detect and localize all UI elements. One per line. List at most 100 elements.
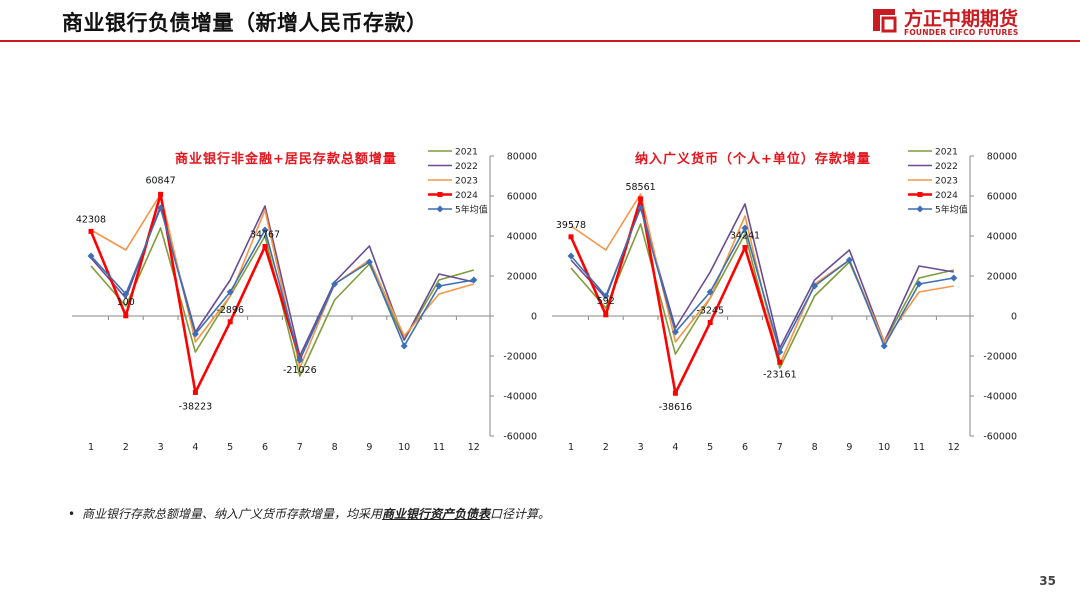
chart0-legend-marker (436, 205, 444, 213)
chart1-legend-label: 2022 (935, 162, 958, 172)
chart1-series-2024-point (777, 359, 783, 365)
chart1-x-tick-label: 6 (742, 442, 748, 453)
chart1-legend-marker (916, 205, 924, 213)
chart1-x-tick-label: 9 (846, 442, 852, 453)
chart0-x-tick-label: 12 (468, 442, 480, 453)
chart-right-svg: 80000 60000 40000 20000 0 -20000 -40000 -60000 1… (552, 148, 1017, 453)
chart0-series-2024-point (262, 243, 268, 249)
chart0-series-avg-point (191, 330, 199, 338)
chart0-series-avg-point (261, 226, 269, 234)
logo-mark-icon (873, 9, 897, 33)
chart0-y-tick-label: -40000 (503, 392, 537, 403)
chart1-legend-label: 2024 (935, 191, 958, 201)
chart1-x-tick-label: 12 (948, 442, 960, 453)
chart1-x-tick-label: 7 (777, 442, 783, 453)
chart0-series-2023-line (90, 193, 475, 369)
chart-left-title: 商业银行非金融+居民存款总额增量 (175, 152, 397, 167)
logo-text-en: FOUNDER CIFCO FUTURES (904, 28, 1019, 37)
chart1-y-tick-label: -60000 (983, 432, 1017, 443)
chart1-series-2024-point (672, 390, 678, 396)
chart0-series-2022-line (90, 205, 474, 357)
chart1-legend-label: 5年均值 (935, 204, 968, 216)
chart0-series-avg-point (226, 288, 234, 296)
chart1-series-avg-point (845, 256, 853, 264)
chart0-data-label: -38223 (179, 401, 213, 412)
chart0-y-tick-label: 20000 (507, 272, 537, 283)
chart1-y-tick-label: 60000 (987, 192, 1017, 203)
chart0-series-avg-point (331, 280, 339, 288)
chart0-x-tick-label: 5 (227, 442, 233, 453)
chart1-legend-marker (917, 192, 923, 197)
chart0-legend-marker (437, 192, 443, 197)
chart0-y-tick-label: -20000 (503, 352, 537, 363)
chart0-series-avg-point (470, 276, 478, 284)
bullet-icon: • (68, 507, 76, 521)
chart1-legend-label: 2021 (935, 148, 958, 158)
chart1-x-tick-label: 2 (603, 442, 609, 453)
chart1-y-tick-label: 40000 (987, 232, 1017, 243)
chart0-y-tick-label: 0 (531, 312, 537, 323)
chart0-data-label: 34767 (250, 229, 280, 240)
chart0-series-2024-point (158, 191, 164, 197)
chart1-series-avg-point (915, 280, 923, 288)
chart1-x-tick-label: 10 (878, 442, 890, 453)
chart1-series-avg-line (570, 207, 954, 353)
chart0-x-tick-label: 6 (262, 442, 268, 453)
chart0-x-tick-label: 2 (123, 442, 129, 453)
chart0-legend-label: 5年均值 (455, 204, 488, 216)
chart0-y-tick-label: -60000 (503, 432, 537, 443)
chart1-legend-label: 2023 (935, 177, 958, 187)
page-number: 35 (1039, 574, 1056, 588)
chart1-series-2024-point (742, 245, 748, 251)
chart1-series-avg-point (706, 288, 714, 296)
chart0-y-tick-label: 80000 (507, 152, 537, 163)
chart1-series-avg-point (811, 282, 819, 290)
chart0-x-tick-label: 9 (366, 442, 372, 453)
footnote-prefix: 商业银行存款总额增量、纳入广义货币存款增量，均采用 (82, 507, 383, 521)
chart0-series-avg-point (87, 252, 95, 260)
chart0-series-avg-point (400, 342, 408, 350)
chart1-y-tick-label: -20000 (983, 352, 1017, 363)
chart0-x-tick-label: 1 (88, 442, 94, 453)
chart0-data-label: 42308 (76, 214, 106, 225)
chart0-legend-label: 2024 (455, 191, 478, 201)
footnote-emphasis: 商业银行资产负债表 (382, 507, 491, 521)
chart1-series-2024-point (603, 312, 609, 318)
page-title: 商业银行负债增量（新增人民币存款） (62, 11, 428, 35)
chart1-series-avg-point (671, 328, 679, 336)
chart0-legend-label: 2022 (455, 162, 478, 172)
chart0-series-avg-point (365, 258, 373, 266)
chart0-data-label: 100 (117, 297, 135, 308)
chart0-legend-label: 2021 (455, 148, 478, 158)
header-divider (0, 40, 1080, 42)
chart1-x-tick-label: 3 (638, 442, 644, 453)
chart0-series-avg-point (296, 356, 304, 364)
chart0-series-avg-point (122, 290, 130, 298)
chart1-x-tick-label: 4 (672, 442, 678, 453)
chart0-x-tick-label: 4 (192, 442, 198, 453)
chart1-data-label: 592 (597, 296, 615, 307)
chart1-data-label: -23161 (763, 369, 797, 380)
chart0-data-label: -21026 (283, 365, 317, 376)
chart0-y-tick-label: 60000 (507, 192, 537, 203)
logo-text-cn: 方正中期期货 (904, 8, 1019, 30)
chart-left: 80000 60000 40000 20000 0 -20000 -40000 -60000 1… (40, 140, 540, 460)
chart1-series-avg-point (880, 342, 888, 350)
chart0-data-label: 60847 (145, 175, 175, 186)
chart0-x-tick-label: 10 (398, 442, 410, 453)
chart1-x-tick-label: 11 (913, 442, 925, 453)
chart1-series-2024-point (638, 196, 644, 202)
chart1-data-label: 58561 (625, 182, 655, 193)
chart1-series-avg-point (950, 274, 958, 282)
chart-right: 80000 60000 40000 20000 0 -20000 -40000 -60000 1… (520, 140, 1020, 460)
chart1-data-label: -38616 (659, 402, 693, 413)
chart-right-title: 纳入广义货币（个人+单位）存款增量 (635, 152, 871, 167)
chart1-series-2022-line (570, 203, 954, 349)
footnote-suffix: 口径计算。 (490, 507, 551, 521)
chart1-series-avg-point (741, 224, 749, 232)
chart0-series-avg-point (435, 282, 443, 290)
chart0-series-avg-line (90, 207, 474, 361)
chart1-x-tick-label: 8 (812, 442, 818, 453)
chart0-series-2024-point (192, 389, 198, 395)
brand-logo: 方正中期期货 FOUNDER CIFCO FUTURES (870, 4, 1020, 38)
